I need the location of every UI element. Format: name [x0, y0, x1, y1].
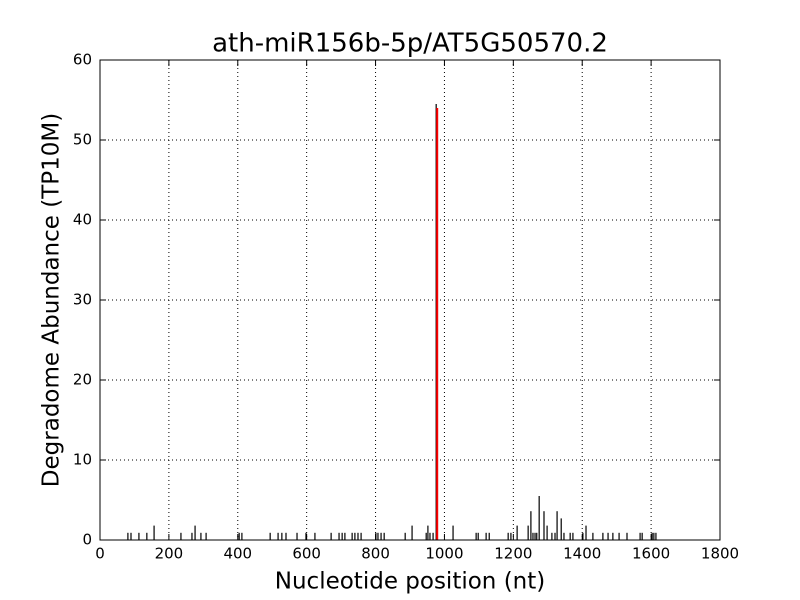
x-tick-label: 1600: [632, 545, 670, 563]
x-axis-label: Nucleotide position (nt): [275, 569, 545, 595]
x-tick-label: 1200: [494, 545, 532, 563]
y-axis-label: Degradome Abundance (TP10M): [39, 113, 65, 487]
y-tick-label: 30: [73, 291, 92, 309]
y-tick-label: 10: [73, 451, 92, 469]
y-tick-label: 50: [73, 131, 92, 149]
y-tick-label: 40: [73, 211, 92, 229]
x-tick-label: 1400: [563, 545, 601, 563]
y-tick-label: 0: [82, 531, 92, 549]
x-tick-label: 1800: [701, 545, 739, 563]
y-tick-label: 20: [73, 371, 92, 389]
x-tick-label: 600: [292, 545, 321, 563]
x-tick-label: 0: [95, 545, 105, 563]
x-tick-label: 200: [155, 545, 184, 563]
chart-title: ath-miR156b-5p/AT5G50570.2: [212, 29, 608, 59]
y-tick-label: 60: [73, 51, 92, 69]
plot-frame: [99, 59, 721, 541]
x-tick-label: 1000: [425, 545, 463, 563]
x-tick-label: 800: [361, 545, 390, 563]
x-tick-label: 400: [223, 545, 252, 563]
